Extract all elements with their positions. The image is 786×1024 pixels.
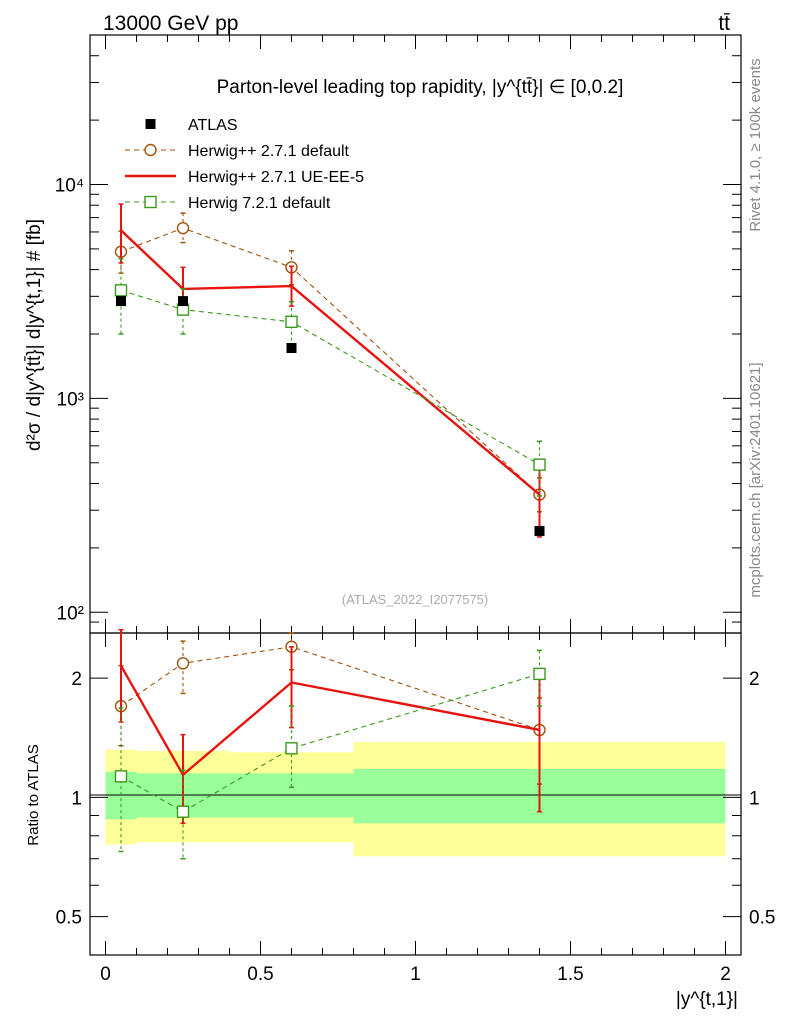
series-herwig-2-7-1-ue-ee-5	[118, 203, 542, 538]
series-herwig-2-7-1-default	[114, 212, 546, 513]
series-line	[120, 673, 540, 813]
x-tick-label: 1	[410, 964, 421, 985]
ratio-series	[114, 628, 546, 860]
data-marker	[176, 221, 190, 235]
series-line	[120, 229, 541, 496]
ratio-y-tick-label-right: 2	[749, 669, 760, 690]
data-marker	[144, 195, 157, 209]
data-marker	[176, 805, 190, 818]
legend: ATLAS Herwig++ 2.7.1 default Herwig++ 2.7.…	[125, 117, 364, 212]
ratio-y-tick-label: 1	[71, 788, 82, 809]
data-marker	[176, 657, 190, 670]
data-marker	[178, 296, 188, 307]
data-marker	[116, 296, 126, 307]
legend-entry: Herwig 7.2.1 default	[125, 195, 331, 212]
main-y-tick-label: 10³	[57, 389, 84, 410]
legend-label: Herwig++ 2.7.1 default	[188, 143, 350, 160]
legend-entry: Herwig++ 2.7.1 default	[125, 143, 350, 160]
main-title: Parton-level leading top rapidity, |y^{t…	[217, 77, 624, 98]
ratio-uncertainty-bands	[105, 741, 726, 857]
series-line	[120, 646, 540, 731]
data-marker	[144, 143, 157, 157]
data-marker	[145, 119, 156, 129]
series-line	[120, 289, 540, 466]
ratio-panel: 0.5 0.5 1 1 2 2 0 0.5 1 1.5 2 Ratio to ATLAS |y^{t…	[25, 628, 776, 1010]
series-atlas	[116, 296, 545, 536]
rivet-version-label: Rivet 4.1.0, ≥ 100k events	[747, 58, 764, 231]
ratio-y-tick-label: 2	[71, 669, 82, 690]
ratio-y-tick-label-right: 1	[749, 788, 760, 809]
data-marker	[285, 315, 298, 329]
x-tick-label: 1.5	[557, 964, 583, 985]
data-marker	[114, 770, 128, 783]
main-series	[114, 203, 546, 538]
data-marker	[285, 742, 298, 755]
analysis-watermark: (ATLAS_2022_I2077575)	[342, 592, 488, 607]
data-marker	[114, 284, 128, 297]
data-marker	[534, 525, 545, 536]
x-tick-label: 0.5	[247, 964, 273, 985]
series-herwig-7-2-1-default	[114, 257, 546, 497]
series-herwig-7-2-1-default	[114, 649, 546, 860]
main-axis-tick-labels: 10² 10³ 10⁴	[55, 176, 84, 625]
x-axis-label: |y^{t,1}|	[676, 989, 738, 1010]
legend-label: Herwig 7.2.1 default	[188, 195, 331, 212]
mcplots-label: mcplots.cern.ch [arXiv:2401.10621]	[747, 362, 764, 597]
data-marker	[533, 458, 546, 471]
main-y-tick-label: 10⁴	[55, 176, 84, 197]
ratio-y-tick-label-right: 0.5	[749, 908, 775, 929]
ratio-axis-tick-labels: 0.5 0.5 1 1 2 2 0 0.5 1 1.5 2	[56, 669, 776, 985]
legend-entry: ATLAS	[145, 117, 238, 134]
ratio-y-axis-label: Ratio to ATLAS	[25, 744, 42, 845]
data-marker	[286, 343, 297, 354]
legend-label: Herwig++ 2.7.1 UE-EE-5	[188, 169, 364, 186]
main-panel: 10² 10³ 10⁴ Parton-level leading top rapid…	[24, 34, 742, 634]
legend-label: ATLAS	[188, 117, 238, 134]
ratio-axis-ticks	[90, 633, 741, 956]
data-marker	[533, 667, 546, 681]
main-y-axis-label: d²σ / d|y^{tt̄}| d|y^{t,1}| # [fb]	[24, 219, 45, 451]
series-line	[119, 665, 540, 777]
ratio-y-tick-label: 0.5	[56, 908, 82, 929]
main-axis-ticks	[90, 34, 741, 634]
x-tick-label: 2	[720, 964, 731, 985]
main-y-tick-label: 10²	[57, 603, 84, 624]
process-label: tt̄	[718, 12, 730, 35]
x-tick-label: 0	[100, 964, 111, 985]
legend-entry: Herwig++ 2.7.1 UE-EE-5	[125, 169, 364, 186]
collision-label: 13000 GeV pp	[103, 12, 238, 35]
